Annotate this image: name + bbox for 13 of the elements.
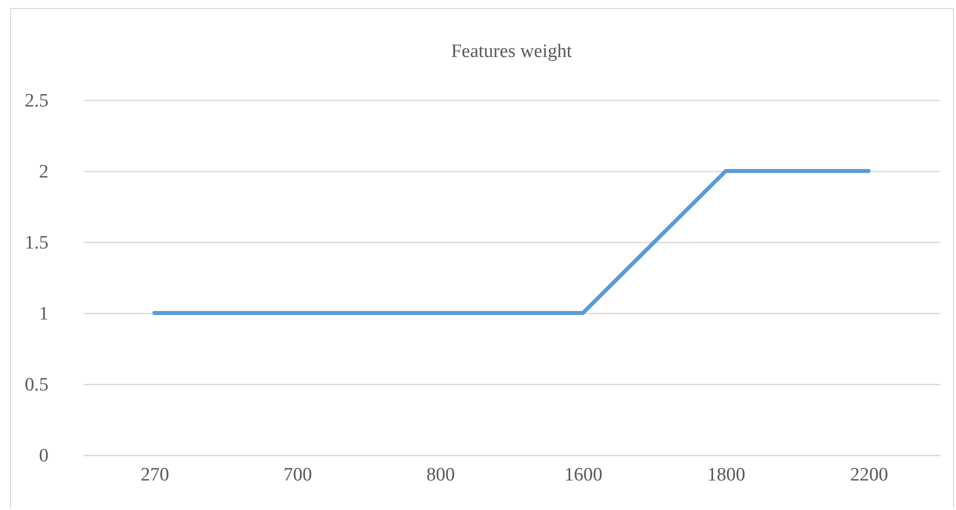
x-tick-label: 270 [140,464,170,486]
y-tick-label: 0.5 [24,374,48,396]
x-tick-label: 2200 [850,464,888,486]
x-tick-label: 800 [426,464,455,486]
y-tick-label: 0 [39,446,48,466]
y-tick-label: 1.5 [24,232,48,254]
x-tick-label: 1600 [564,464,602,486]
y-tick-label: 2.5 [24,90,48,112]
chart-title: Features weight [451,41,573,62]
x-tick-label: 1800 [707,464,746,486]
y-tick-label: 1 [39,304,48,324]
x-tick-label: 700 [284,464,312,486]
y-tick-label: 2 [39,162,48,182]
